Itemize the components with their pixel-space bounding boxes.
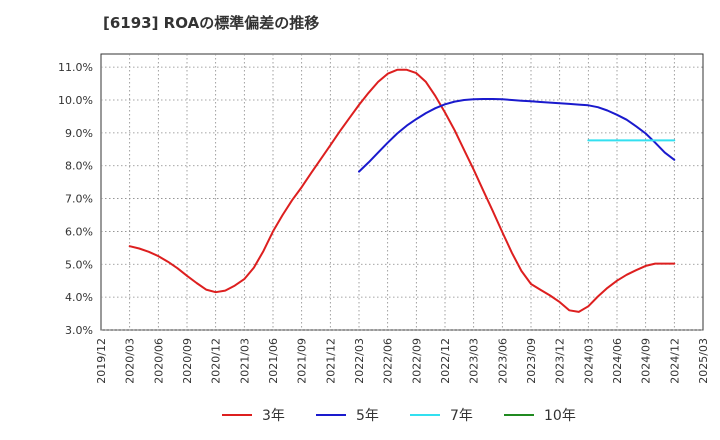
legend-swatch-5y [316, 414, 346, 416]
y-tick-label: 10.0% [58, 94, 93, 107]
x-tick-label: 2022/03 [353, 338, 366, 384]
legend-swatch-10y [504, 414, 534, 416]
y-tick-label: 9.0% [65, 127, 93, 140]
legend-item-10y[interactable]: 10年 [504, 403, 576, 427]
x-tick-label: 2020/09 [181, 338, 194, 384]
legend-label-7y: 7年 [450, 408, 473, 424]
legend-item-3y[interactable]: 3年 [222, 403, 285, 427]
legend-label-10y: 10年 [544, 408, 576, 424]
grid-layer [100, 53, 704, 331]
x-tick-label: 2022/12 [439, 338, 452, 384]
legend: 3年 5年 7年 10年 [0, 403, 720, 427]
legend-item-7y[interactable]: 7年 [410, 403, 473, 427]
legend-swatch-7y [410, 414, 440, 416]
series-line-2 [358, 98, 676, 173]
x-tick-label: 2022/09 [410, 338, 423, 384]
plot-frame [100, 53, 704, 331]
y-tick-label: 6.0% [65, 225, 93, 238]
x-tick-label: 2019/12 [95, 338, 108, 384]
y-tick-label: 3.0% [65, 324, 93, 337]
legend-item-5y[interactable]: 5年 [316, 403, 379, 427]
x-tick-label: 2024/03 [582, 338, 595, 384]
y-tick-label: 5.0% [65, 258, 93, 271]
x-tick-label: 2021/09 [296, 338, 309, 384]
x-tick-label: 2020/12 [210, 338, 223, 384]
x-tick-label: 2021/03 [238, 338, 251, 384]
x-tick-label: 2023/06 [496, 338, 509, 384]
x-tick-label: 2025/03 [697, 338, 710, 384]
x-tick-label: 2023/03 [468, 338, 481, 384]
axis-layer: 2019/12 2020/03 2020/06 2020/09 2020/12 2021/… [58, 61, 710, 384]
x-tick-label: 2024/06 [611, 338, 624, 384]
x-tick-label: 2021/06 [267, 338, 280, 384]
x-tick-label: 2020/03 [124, 338, 137, 384]
y-tick-label: 4.0% [65, 291, 93, 304]
y-tick-label: 11.0% [58, 61, 93, 74]
legend-swatch-3y [222, 414, 252, 416]
x-tick-label: 2023/09 [525, 338, 538, 384]
legend-label-5y: 5年 [356, 408, 379, 424]
series-line-1 [128, 68, 676, 313]
legend-label-3y: 3年 [262, 408, 285, 424]
x-tick-label: 2024/09 [640, 338, 653, 384]
chart-title: [6193] ROAの標準偏差の推移 [103, 14, 320, 32]
x-tick-label: 2020/06 [152, 338, 165, 384]
y-tick-label: 7.0% [65, 193, 93, 206]
x-tick-label: 2023/12 [554, 338, 567, 384]
y-tick-label: 8.0% [65, 160, 93, 173]
series-layer [128, 68, 676, 313]
x-tick-label: 2024/12 [668, 338, 681, 384]
x-tick-label: 2021/12 [324, 338, 337, 384]
x-tick-label: 2022/06 [382, 338, 395, 384]
